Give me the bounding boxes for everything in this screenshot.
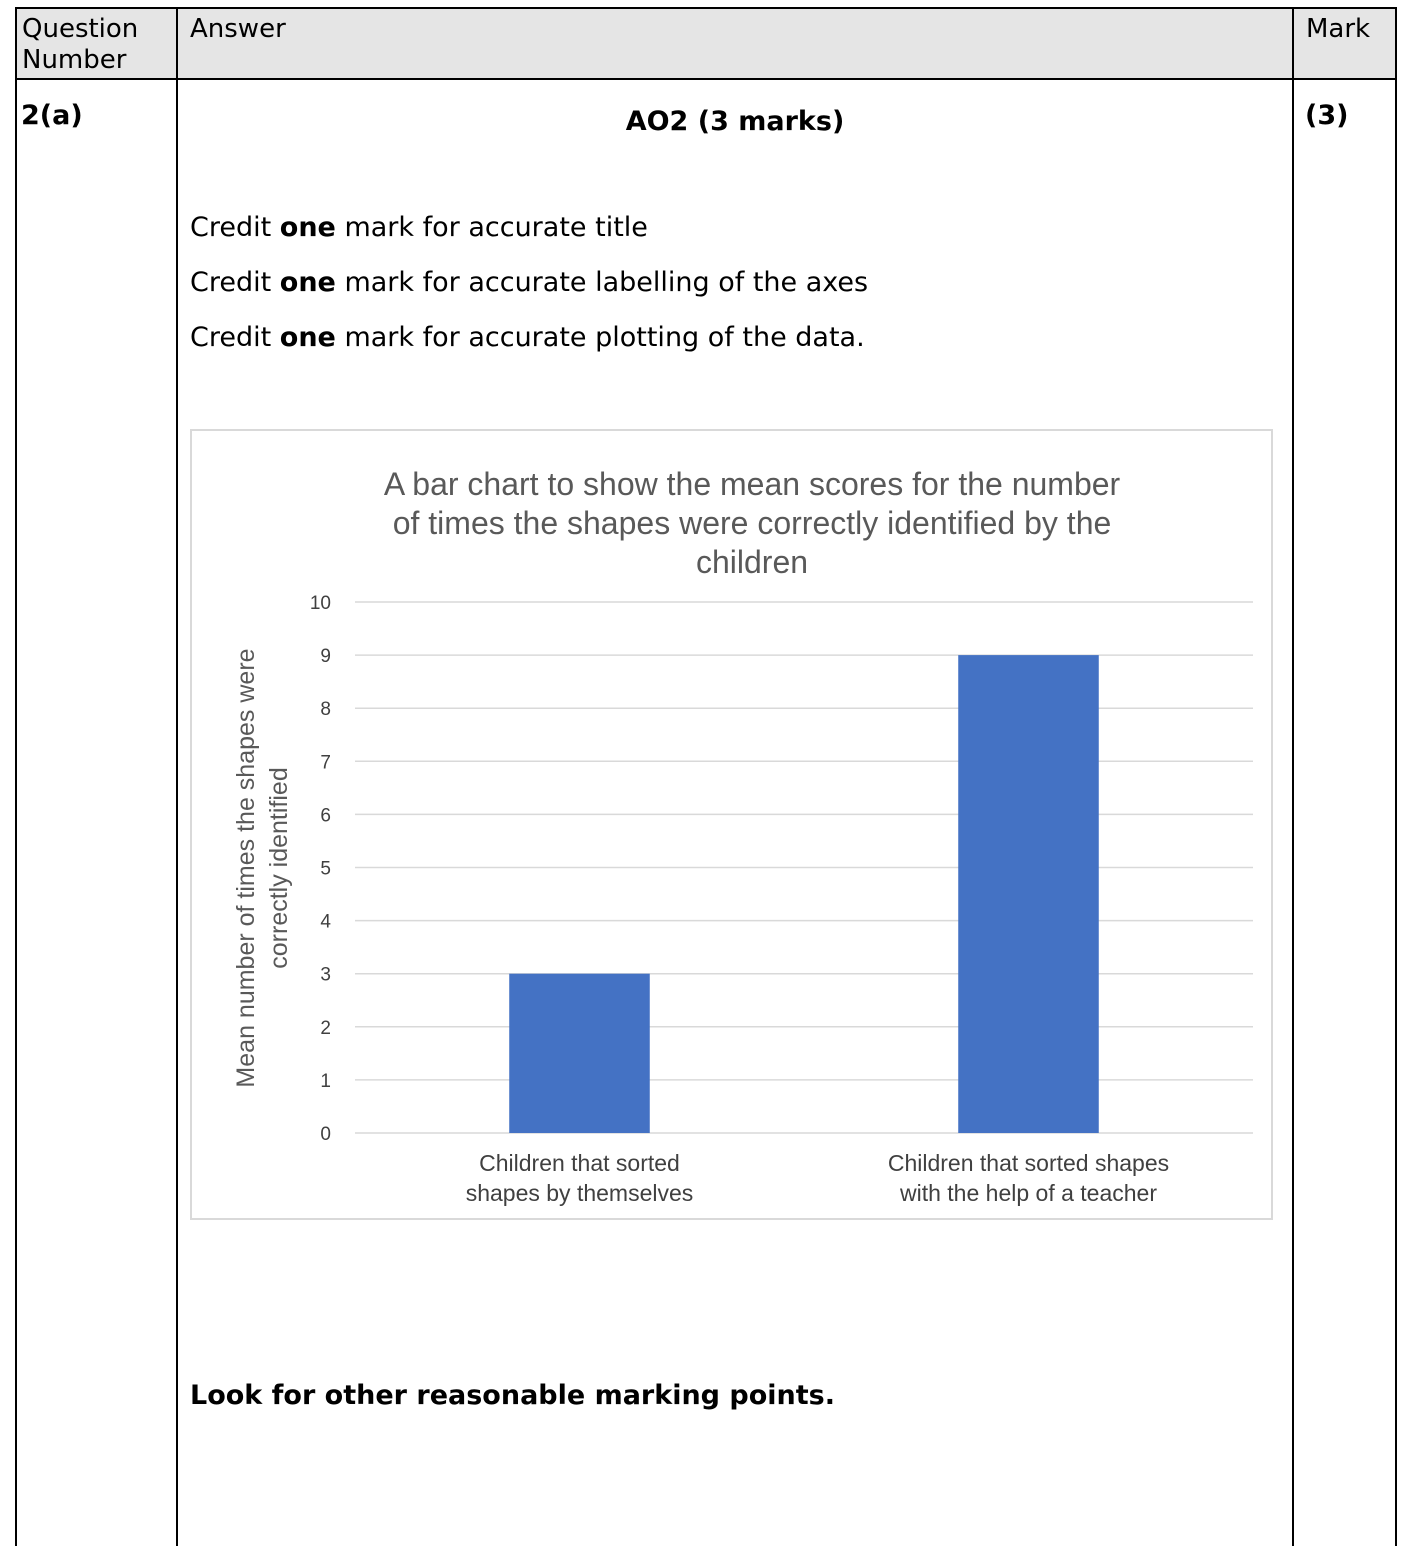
table-col-divider-2 [1292,7,1294,1546]
x-tick-label: Children that sorted [479,1150,680,1176]
y-tick-label: 8 [320,699,331,720]
y-tick-label: 10 [310,593,331,614]
y-tick-label: 9 [320,646,331,667]
question-number: 2(a) [21,100,83,131]
x-tick-label: shapes by themselves [466,1180,694,1206]
y-tick-label: 3 [320,965,331,986]
credit-suffix: mark for accurate labelling of the axes [335,267,869,298]
y-axis-label-line: Mean number of times the shapes were [232,648,260,1087]
header-question-line2: Number [22,45,127,75]
credit-emphasis: one [279,267,336,298]
y-axis-label-line: correctly identified [265,767,293,968]
y-tick-label: 0 [320,1124,331,1145]
y-axis-label: Mean number of times the shapes were cor… [232,648,293,1087]
credit-emphasis: one [279,212,336,243]
chart-title-line: children [696,544,808,580]
bar [958,655,1099,1133]
chart-title-line: of times the shapes were correctly ident… [393,505,1112,541]
bars [509,655,1099,1133]
y-tick-label: 7 [320,752,331,773]
credit-prefix: Credit [190,322,280,353]
bar-chart-svg: A bar chart to show the mean scores for … [232,466,1253,1206]
credit-line: Credit one mark for accurate plotting of… [190,322,865,354]
header-question-line1: Question [22,14,139,44]
credit-line: Credit one mark for accurate labelling o… [190,267,868,299]
bar-chart: A bar chart to show the mean scores for … [190,429,1273,1220]
chart-title: A bar chart to show the mean scores for … [384,466,1121,580]
table-top-border [15,7,1397,9]
y-tick-label: 2 [320,1018,331,1039]
y-tick-label: 1 [320,1071,331,1092]
table-header-row [15,8,1396,78]
y-tick-label: 4 [320,912,331,933]
y-tick-labels: 0 1 2 3 4 5 6 7 8 9 10 [310,593,332,1145]
bar [509,973,650,1133]
credit-prefix: Credit [190,267,280,298]
footer-note: Look for other reasonable marking points… [190,1380,835,1411]
y-tick-label: 5 [320,859,331,880]
chart-title-line: A bar chart to show the mean scores for … [384,466,1121,502]
gridlines [355,601,1253,1134]
table-header-divider [15,78,1397,80]
table-right-border [1395,7,1397,1546]
credit-emphasis: one [279,322,336,353]
y-tick-label: 6 [320,805,331,826]
table-col-divider-1 [176,7,178,1546]
table-left-border [15,7,17,1546]
assessment-objective-title: AO2 (3 marks) [625,106,845,137]
credit-suffix: mark for accurate plotting of the data. [335,322,865,353]
credit-line: Credit one mark for accurate title [190,212,648,244]
credit-suffix: mark for accurate title [335,212,648,243]
x-tick-label: with the help of a teacher [899,1180,1157,1206]
header-answer: Answer [190,14,286,44]
header-mark: Mark [1306,14,1371,44]
mark-value: (3) [1305,100,1349,131]
credit-prefix: Credit [190,212,280,243]
x-tick-label: Children that sorted shapes [888,1150,1169,1176]
header-question-number: Question Number [22,14,138,76]
x-tick-labels: Children that sorted shapes by themselves… [466,1150,1169,1206]
